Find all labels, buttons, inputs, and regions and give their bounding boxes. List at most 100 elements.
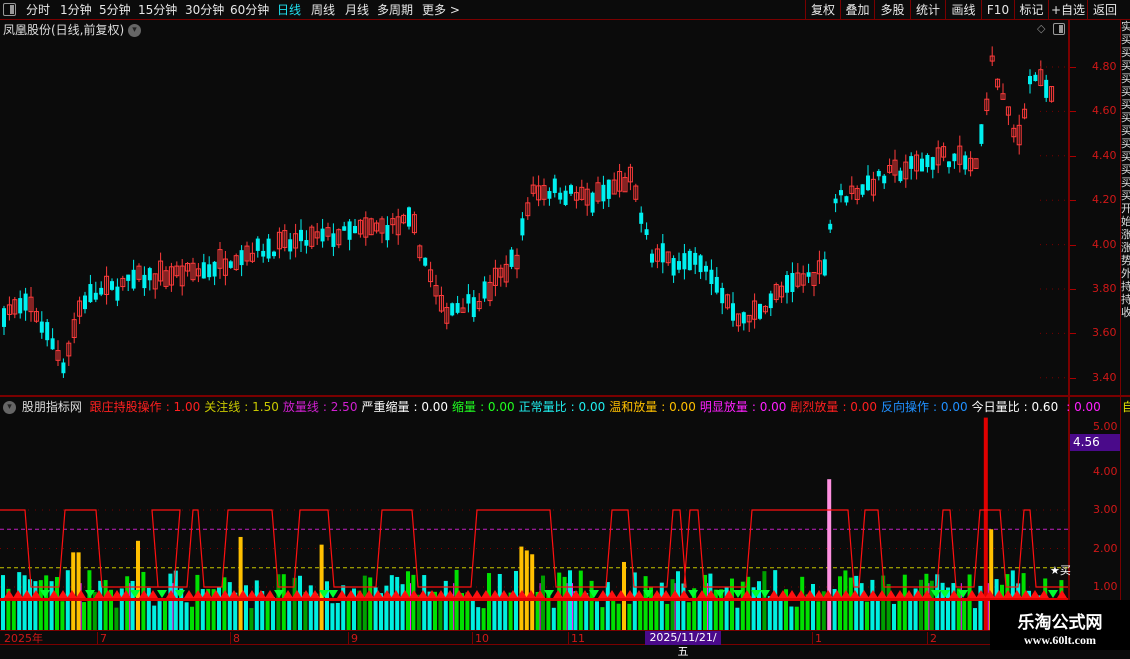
volume-ratio-bar — [681, 583, 686, 630]
volume-ratio-bar — [902, 574, 907, 630]
volume-ratio-bar — [665, 603, 670, 630]
buy-triangle-icon — [409, 590, 419, 598]
volume-ratio-bar — [951, 583, 956, 630]
volume-ratio-bar — [49, 581, 54, 630]
toolbar-button[interactable]: 复权 — [805, 0, 840, 20]
buy-triangle-icon — [499, 590, 509, 598]
legend-value: 0.00 — [669, 400, 696, 414]
candle-body — [892, 159, 898, 176]
diamond-icon[interactable]: ◇ — [1037, 22, 1046, 35]
sell-triangle-icon — [544, 590, 554, 598]
candle-body — [185, 262, 191, 272]
legend-sep: : — [480, 400, 488, 414]
candle-body — [2, 308, 6, 327]
toolbar-button[interactable]: 统计 — [910, 0, 945, 20]
candle-body — [179, 265, 185, 287]
toolbar-button[interactable]: F10 — [981, 0, 1014, 20]
volume-ratio-bar — [908, 599, 913, 630]
buy-triangle-icon — [823, 590, 833, 598]
volume-ratio-bar — [832, 588, 837, 630]
candle-body — [99, 287, 104, 295]
volume-ratio-bar — [605, 582, 610, 630]
buy-triangle-icon — [787, 590, 797, 598]
side-panel-strip[interactable]: 实买买买买买买买买买买买买买开始涨涨势外持持收 — [1120, 20, 1130, 630]
volume-ratio-bar — [335, 602, 340, 630]
sell-triangle-icon — [328, 590, 338, 598]
indicator-name[interactable]: 股朋指标网 — [21, 400, 82, 414]
candle-body — [957, 145, 963, 165]
volume-ratio-bar — [109, 589, 113, 630]
candle-body — [50, 338, 55, 350]
sell-triangle-icon — [733, 590, 743, 598]
buy-triangle-icon — [634, 590, 644, 598]
toolbar-button[interactable]: 叠加 — [840, 0, 874, 20]
period-tab[interactable]: 1分钟 — [60, 3, 92, 17]
sell-triangle-icon — [175, 590, 185, 598]
candle-body — [272, 251, 276, 257]
buy-triangle-icon — [121, 590, 131, 598]
volume-ratio-bar — [114, 607, 119, 630]
toolbar-button[interactable]: +自选 — [1048, 0, 1087, 20]
volume-ratio-bar — [859, 583, 864, 630]
period-tab[interactable]: 多周期 — [377, 3, 414, 17]
period-tab[interactable]: 更多 > — [422, 3, 460, 17]
candle-body — [374, 222, 380, 232]
candle-body — [104, 275, 110, 295]
candle-body — [530, 184, 536, 194]
buy-triangle-icon — [400, 590, 410, 598]
candle-body — [120, 277, 126, 288]
layout-toggle-icon[interactable] — [3, 3, 16, 16]
toolbar-button[interactable]: 多股 — [874, 0, 910, 20]
panel-toggle-icon[interactable] — [1053, 23, 1065, 35]
period-tab[interactable]: 日线 — [277, 3, 302, 17]
volume-ratio-bar — [924, 573, 929, 630]
candle-body — [935, 147, 941, 166]
buy-triangle-icon — [517, 590, 527, 598]
period-tab[interactable]: 月线 — [345, 3, 370, 17]
buy-triangle-icon — [859, 590, 869, 598]
volume-ratio-bar — [584, 593, 589, 630]
indicator-tick: 5.00 — [1093, 420, 1118, 433]
tick-mark — [1070, 155, 1076, 157]
volume-ratio-bar — [854, 575, 859, 630]
toolbar-button[interactable]: 画线 — [945, 0, 981, 20]
candle-body — [650, 253, 654, 263]
candle-body — [584, 188, 590, 206]
period-tab[interactable]: 5分钟 — [99, 3, 131, 17]
volume-ratio-bar — [470, 598, 475, 630]
buy-triangle-icon — [886, 590, 896, 598]
chevron-down-icon[interactable]: ▾ — [128, 24, 142, 37]
volume-ratio-bar — [967, 574, 972, 630]
candlestick-chart[interactable] — [0, 38, 1068, 395]
price-tick: 4.00 — [1092, 237, 1117, 251]
period-tab[interactable]: 周线 — [311, 3, 336, 17]
indicator-chart[interactable] — [0, 414, 1068, 630]
volume-ratio-bar — [190, 606, 194, 630]
volume-ratio-bar — [956, 588, 961, 630]
buy-triangle-icon — [391, 590, 401, 598]
legend-label: 明显放量 — [699, 400, 748, 414]
volume-ratio-bar — [341, 585, 346, 630]
period-tab[interactable]: 60分钟 — [230, 3, 270, 17]
candle-body — [665, 251, 671, 264]
chevron-down-icon[interactable]: ▾ — [3, 401, 16, 414]
candle-body — [1049, 86, 1055, 102]
date-label: 7 — [97, 632, 107, 645]
toolbar-button[interactable]: 返回 — [1087, 0, 1122, 20]
candle-body — [282, 230, 288, 248]
volume-ratio-bar — [314, 593, 319, 630]
period-tab[interactable]: 15分钟 — [138, 3, 178, 17]
toolbar-button[interactable]: 标记 — [1014, 0, 1048, 20]
period-tab[interactable]: 分时 — [26, 3, 51, 17]
volume-ratio-bar — [244, 585, 248, 630]
period-tab[interactable]: 30分钟 — [185, 3, 225, 17]
buy-triangle-icon — [535, 590, 545, 598]
buy-triangle-icon — [616, 590, 626, 598]
date-label: 11 — [568, 632, 585, 645]
sell-triangle-icon — [319, 590, 329, 598]
buy-triangle-icon — [139, 590, 149, 598]
volume-ratio-bar — [573, 591, 578, 630]
watermark-url: www.60lt.com — [1024, 633, 1096, 647]
volume-ratio-bar — [946, 587, 950, 630]
volume-ratio-bar — [654, 597, 659, 630]
